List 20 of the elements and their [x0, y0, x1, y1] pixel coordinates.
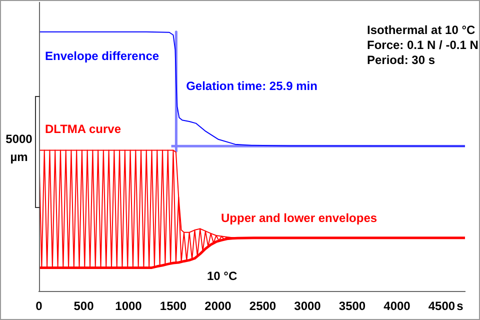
x-tick-label: 3000	[294, 299, 322, 314]
text: 5000 µm	[4, 131, 34, 166]
annotation: Gelation time: 25.9 min	[186, 79, 318, 94]
annotation: Force: 0.1 N / -0.1 N	[367, 38, 478, 52]
x-tick-label: 4000	[384, 299, 411, 314]
series-label: Upper and lower envelopes	[221, 211, 378, 225]
annotation: 10 °C	[207, 269, 238, 283]
x-tick-label: 500	[74, 299, 94, 314]
x-tick-label: 2500	[249, 299, 276, 314]
series-label: Envelope difference	[45, 49, 160, 63]
x-tick-label: 2000	[204, 299, 232, 314]
x-tick-label: 4500	[428, 299, 456, 314]
x-tick-label: 0	[36, 299, 43, 314]
x-tick-label: 3500	[338, 299, 366, 314]
x-tick-label: 1000	[115, 299, 142, 314]
x-tick-label: 1500	[160, 299, 187, 314]
annotation: Isothermal at 10 °C	[367, 23, 476, 37]
annotation: Period: 30 s	[367, 53, 436, 67]
series-label: DLTMA curve	[45, 122, 122, 136]
x-axis-title: s	[456, 298, 464, 313]
